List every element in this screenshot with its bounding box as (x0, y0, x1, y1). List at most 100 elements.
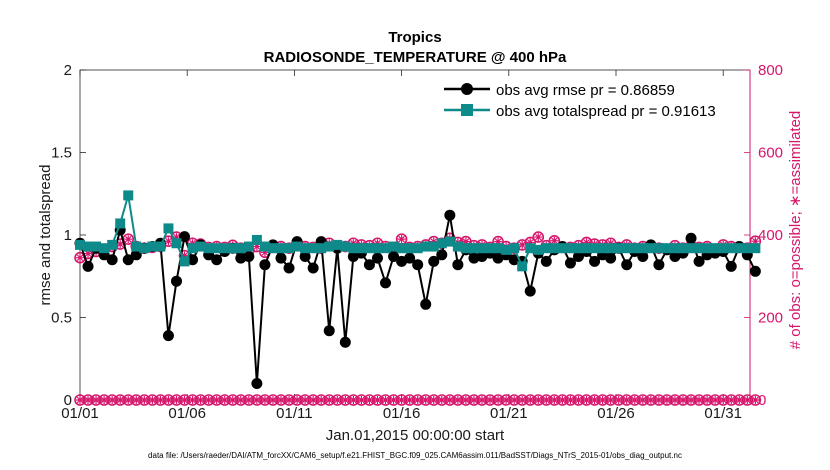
obs-assimilated-marker (365, 396, 374, 404)
y-tick-label: 1 (64, 227, 72, 244)
spread-point (316, 243, 327, 254)
rmse-point (243, 250, 255, 262)
rmse-point (653, 259, 665, 271)
spread-point (348, 243, 359, 254)
obs-assimilated-marker (84, 249, 93, 258)
obs-assimilated-marker (646, 396, 655, 404)
obs-assimilated-marker (196, 396, 205, 404)
obs-assimilated-marker (582, 238, 591, 247)
spread-point (605, 243, 616, 254)
obs-assimilated-marker (510, 396, 519, 404)
obs-assimilated-marker (695, 396, 704, 404)
obs-assimilated-marker (252, 242, 261, 251)
spread-point (468, 243, 479, 254)
spread-point (115, 218, 126, 229)
spread-point (750, 243, 761, 254)
obs-assimilated-marker (534, 233, 543, 242)
series-totalspread (75, 190, 761, 272)
obs-assimilated-marker (751, 237, 760, 246)
obs-assimilated-marker (309, 396, 318, 404)
spread-point (219, 243, 230, 254)
obs-assimilated-marker (638, 396, 647, 404)
spread-point (686, 243, 697, 254)
spread-point (187, 243, 198, 254)
obs-assimilated-marker (260, 248, 269, 257)
y2-tick-label: 200 (758, 310, 783, 327)
obs-assimilated-marker (751, 396, 760, 404)
legend: obs avg rmse pr = 0.86859 obs avg totals… (440, 76, 740, 122)
spread-point (710, 243, 721, 254)
obs-assimilated-marker (92, 396, 101, 404)
obs-assimilated-marker (735, 396, 744, 404)
spread-point (251, 234, 262, 245)
rmse-point (452, 259, 464, 271)
spread-point (581, 243, 592, 254)
obs-assimilated-marker (325, 396, 334, 404)
obs-assimilated-marker (349, 396, 358, 404)
obs-assimilated-marker (397, 396, 406, 404)
spread-point (308, 243, 319, 254)
spread-point (493, 243, 504, 254)
spread-point (380, 243, 391, 254)
rmse-point (275, 252, 287, 264)
obs-assimilated-marker (606, 396, 615, 404)
spread-point (637, 243, 648, 254)
x-tick-label: 01/11 (276, 405, 312, 422)
series-rejected-obs (74, 394, 762, 406)
spread-point (163, 223, 174, 234)
plot-area (79, 69, 751, 401)
obs-assimilated-marker (236, 396, 245, 404)
spread-point (742, 243, 753, 254)
rmse-point (283, 262, 295, 274)
obs-assimilated-marker (341, 396, 350, 404)
obs-assimilated-marker (743, 396, 752, 404)
rmse-point (621, 259, 633, 271)
spread-point (718, 243, 729, 254)
obs-assimilated-marker (333, 396, 342, 404)
obs-assimilated-marker (252, 396, 261, 404)
y2-tick-label: 600 (758, 145, 783, 162)
chart-title: Tropics (388, 29, 441, 46)
rmse-point (388, 250, 400, 262)
spread-point (597, 243, 608, 254)
spread-point (372, 243, 383, 254)
obs-assimilated-marker (558, 396, 567, 404)
spread-point (292, 241, 303, 252)
legend-marker-rmse (461, 83, 473, 95)
rmse-point (339, 336, 351, 348)
obs-assimilated-marker (116, 396, 125, 404)
rmse-point (211, 254, 223, 266)
obs-assimilated-marker (550, 396, 559, 404)
obs-assimilated-marker (244, 396, 253, 404)
obs-assimilated-marker (220, 396, 229, 404)
rmse-point (323, 325, 335, 337)
y-axis-right: 0 200 400 600 800 (744, 62, 783, 409)
spread-point (525, 243, 536, 254)
rmse-point (605, 252, 617, 264)
obs-assimilated-marker (630, 396, 639, 404)
legend-label-rmse: obs avg rmse pr = 0.86859 (496, 82, 675, 99)
obs-assimilated-marker (518, 396, 527, 404)
obs-assimilated-marker (132, 396, 141, 404)
spread-point (428, 241, 439, 252)
spread-point (645, 243, 656, 254)
x-axis-label: Jan.01,2015 00:00:00 start (326, 427, 505, 444)
y-tick-label: 0.5 (51, 310, 72, 327)
obs-assimilated-marker (679, 396, 687, 404)
spread-point (517, 261, 528, 272)
obs-assimilated-marker (574, 396, 583, 404)
obs-assimilated-marker (140, 396, 149, 404)
obs-assimilated-marker (421, 396, 430, 404)
legend-box (440, 76, 740, 122)
obs-assimilated-marker (180, 251, 189, 260)
obs-assimilated-marker (397, 235, 406, 244)
y-tick-label: 2 (64, 62, 72, 79)
spread-point (123, 190, 134, 201)
obs-assimilated-marker (100, 396, 109, 404)
x-tick-label: 01/21 (490, 405, 528, 422)
spread-point (324, 241, 335, 252)
y-axis-left: 0 0.5 1 1.5 2 (51, 62, 86, 409)
spread-point (549, 243, 560, 254)
spread-point (485, 243, 496, 254)
